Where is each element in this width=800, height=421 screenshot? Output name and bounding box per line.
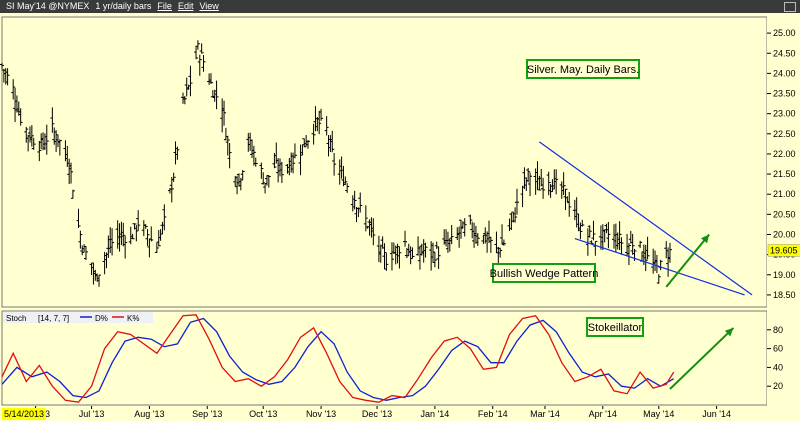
stoch-panel [1, 310, 768, 406]
stoch-annotation-label: Stokeillator [588, 322, 643, 334]
current-price-label: 19.605 [770, 245, 798, 255]
stoch-tick-label: 60 [773, 344, 783, 354]
toolbar: SI May'14 @NYMEX 1 yr/daily bars File Ed… [0, 0, 800, 13]
d-legend-label: D% [95, 314, 108, 323]
date-tick-label: Jul '13 [79, 409, 105, 419]
date-tick-label: Nov '13 [306, 409, 336, 419]
wedge-lower-line [574, 237, 745, 296]
price-tick-label: 22.00 [773, 149, 796, 159]
stoch-arrow-head [724, 327, 734, 337]
date-start-marker [2, 408, 46, 420]
wedge-upper-line [539, 141, 753, 296]
date-tick-label: Mar '14 [530, 409, 560, 419]
price-tick-label: 19.00 [773, 270, 796, 280]
stoch-legend-params: [14, 7, 7] [38, 314, 69, 323]
menu-file[interactable]: File [157, 1, 172, 11]
price-tick-label: 20.50 [773, 209, 796, 219]
stoch-tick-label: 40 [773, 362, 783, 372]
maximize-icon[interactable] [784, 1, 796, 12]
date-tick-label: Aug '13 [134, 409, 164, 419]
stoch-legend-bg [3, 312, 153, 323]
date-tick-label: Oct '13 [249, 409, 277, 419]
title-annotation-box [526, 59, 640, 79]
stoch-tick-label: 20 [773, 381, 783, 391]
stoch-tick-label: 80 [773, 325, 783, 335]
chart-canvas: 18.5019.0019.5020.0020.5021.0021.5022.00… [0, 13, 800, 421]
price-tick-label: 21.00 [773, 189, 796, 199]
symbol-selector[interactable]: SI May'14 @NYMEX [6, 1, 90, 11]
title-annotation-label: Silver. May. Daily Bars. [527, 64, 639, 76]
price-tick-label: 20.00 [773, 230, 796, 240]
date-tick-label: Jan '14 [421, 409, 450, 419]
price-tick-label: 24.50 [773, 48, 796, 58]
date-start-label: 5/14/2013 [4, 409, 44, 419]
stoch-legend-name: Stoch [6, 314, 26, 323]
date-tick-label: Jun '14 [702, 409, 731, 419]
interval-selector[interactable]: 1 yr/daily bars [95, 1, 152, 11]
price-tick-label: 25.00 [773, 28, 796, 38]
price-arrow-head [700, 234, 710, 244]
date-tick-label: May '14 [643, 409, 674, 419]
price-tick-label: 18.50 [773, 290, 796, 300]
menu-edit[interactable]: Edit [177, 1, 194, 11]
wedge-annotation-box [492, 263, 596, 283]
date-tick-label: Feb '14 [478, 409, 508, 419]
price-axis-area [767, 13, 800, 421]
date-tick-label: Apr '14 [589, 409, 617, 419]
menu-view[interactable]: View [199, 1, 219, 11]
price-tick-label: 23.50 [773, 89, 796, 99]
date-tick-label: Dec '13 [362, 409, 392, 419]
price-arrow-shaft [665, 233, 710, 288]
price-tick-label: 21.50 [773, 169, 796, 179]
stoch-annotation-box [586, 317, 644, 337]
stoch-K-line [1, 314, 675, 403]
price-tick-label: 24.00 [773, 68, 796, 78]
current-price-marker [767, 244, 800, 257]
price-tick-label: 23.00 [773, 109, 796, 119]
price-tick-label: 22.50 [773, 129, 796, 139]
k-legend-label: K% [127, 314, 139, 323]
date-tick-label: Sep '13 [192, 409, 222, 419]
stoch-D-line [1, 317, 675, 401]
stoch-arrow-shaft [669, 327, 735, 390]
wedge-annotation-label: Bullish Wedge Pattern [490, 268, 599, 280]
